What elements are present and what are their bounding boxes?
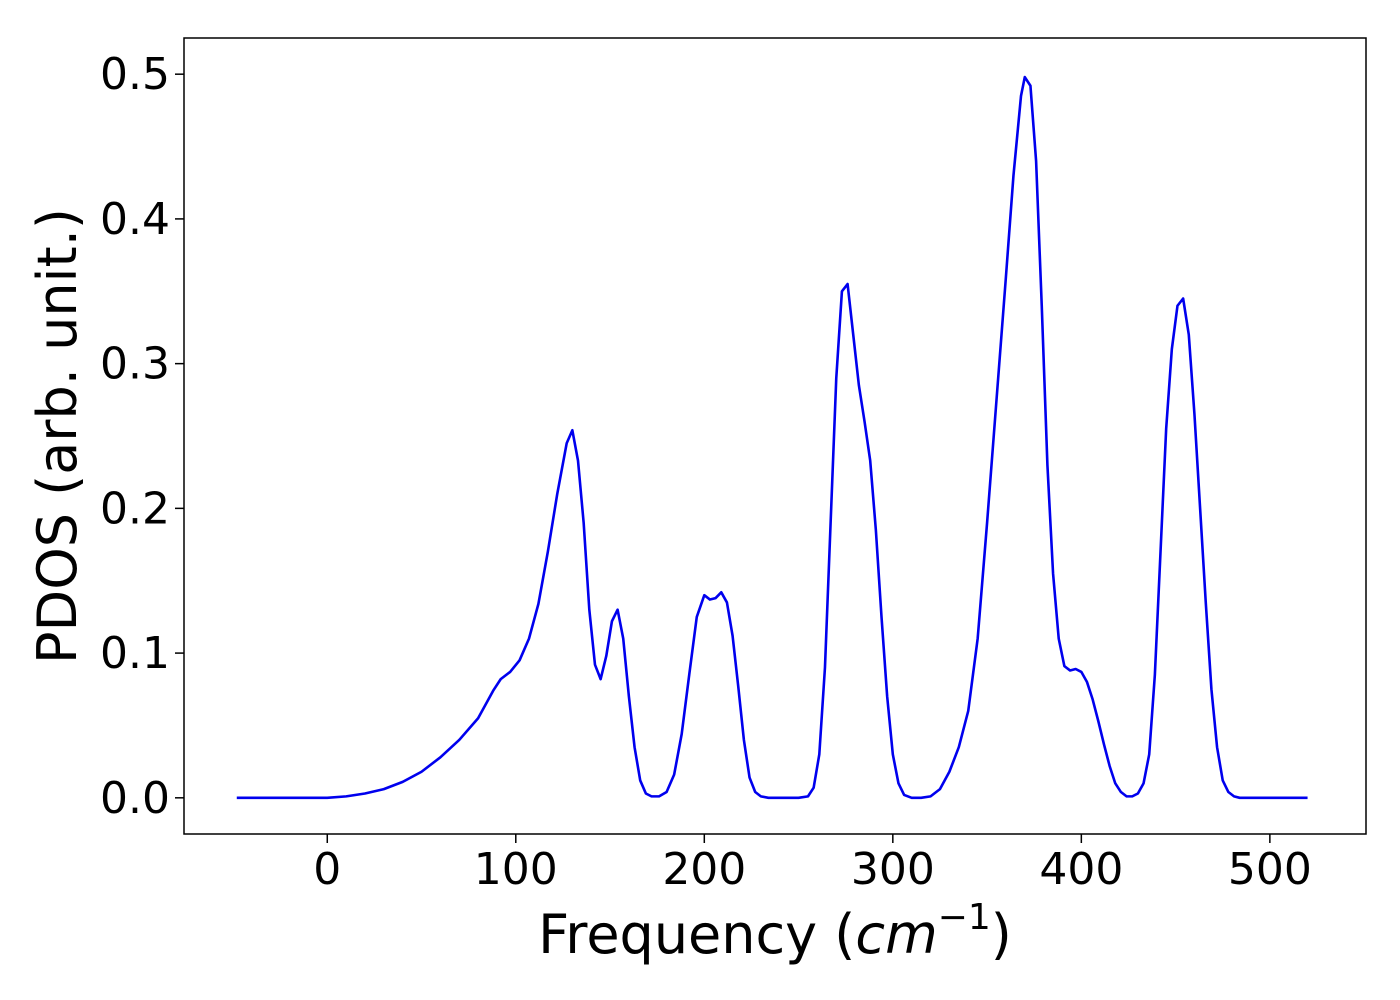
x-tick-label: 300 — [851, 844, 935, 895]
x-tick-label: 100 — [474, 844, 558, 895]
x-axis: 0 100 200 300 400 500 — [313, 834, 1312, 895]
y-tick-label: 0.5 — [100, 49, 170, 100]
x-axis-title-text: Frequency ( — [538, 903, 855, 966]
axes-frame — [183, 37, 1367, 835]
y-tick-label: 0.2 — [100, 483, 170, 534]
x-tick-label: 500 — [1228, 844, 1312, 895]
x-tick-label: 400 — [1039, 844, 1123, 895]
x-axis-title: Frequency (cm−1) — [538, 897, 1012, 966]
plot-area — [236, 75, 1308, 800]
x-axis-title-unit: cm — [855, 903, 937, 966]
y-tick-label: 0.4 — [100, 194, 170, 245]
pdos-series-line — [236, 75, 1308, 800]
x-tick-label: 0 — [313, 844, 341, 895]
y-axis: 0.0 0.1 0.2 0.3 0.4 0.5 — [100, 49, 184, 824]
y-axis-title: PDOS (arb. unit.) — [26, 208, 89, 664]
x-axis-title-close: ) — [991, 903, 1012, 966]
y-tick-label: 0.3 — [100, 339, 170, 390]
x-tick-label: 200 — [662, 844, 746, 895]
y-tick-label: 0.1 — [100, 628, 170, 679]
x-axis-title-exponent: −1 — [938, 897, 991, 938]
y-tick-label: 0.0 — [100, 773, 170, 824]
